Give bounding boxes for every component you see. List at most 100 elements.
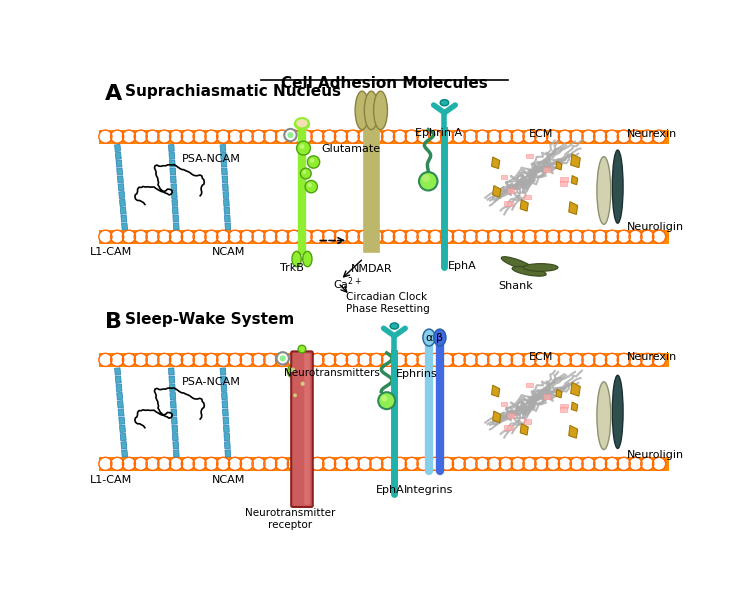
Circle shape xyxy=(264,130,277,143)
Circle shape xyxy=(582,230,595,243)
Circle shape xyxy=(311,230,324,243)
Polygon shape xyxy=(170,168,176,175)
Circle shape xyxy=(652,353,665,367)
Ellipse shape xyxy=(423,329,435,346)
Ellipse shape xyxy=(501,256,534,271)
Text: Neurotransmitter
receptor: Neurotransmitter receptor xyxy=(245,509,335,530)
Bar xyxy=(560,177,568,182)
Text: NMDAR: NMDAR xyxy=(350,264,392,274)
Polygon shape xyxy=(221,392,227,400)
Circle shape xyxy=(593,457,607,471)
Circle shape xyxy=(605,353,619,367)
Bar xyxy=(100,353,669,367)
Ellipse shape xyxy=(303,252,312,267)
Polygon shape xyxy=(171,409,177,416)
Circle shape xyxy=(346,230,359,243)
Circle shape xyxy=(298,345,306,353)
Circle shape xyxy=(264,353,277,367)
Polygon shape xyxy=(170,176,176,183)
Polygon shape xyxy=(169,376,175,383)
Circle shape xyxy=(605,130,619,143)
Circle shape xyxy=(334,457,347,471)
Circle shape xyxy=(110,130,124,143)
Polygon shape xyxy=(223,192,229,198)
Ellipse shape xyxy=(390,323,398,329)
Polygon shape xyxy=(169,368,174,375)
Circle shape xyxy=(293,394,297,397)
Circle shape xyxy=(287,130,301,143)
Circle shape xyxy=(301,382,305,386)
Polygon shape xyxy=(117,392,123,400)
Polygon shape xyxy=(571,154,580,168)
Circle shape xyxy=(512,353,524,367)
Ellipse shape xyxy=(597,382,610,450)
Circle shape xyxy=(193,230,206,243)
Circle shape xyxy=(122,230,136,243)
Text: TrkB: TrkB xyxy=(280,263,304,273)
Circle shape xyxy=(334,353,347,367)
Text: ECM: ECM xyxy=(529,352,553,362)
Circle shape xyxy=(640,457,654,471)
Circle shape xyxy=(229,353,242,367)
Polygon shape xyxy=(169,144,174,152)
Polygon shape xyxy=(572,402,578,411)
Text: Ephrins: Ephrins xyxy=(396,369,438,379)
Circle shape xyxy=(640,353,654,367)
Polygon shape xyxy=(121,215,127,222)
Circle shape xyxy=(440,457,454,471)
Bar xyxy=(100,130,669,143)
Polygon shape xyxy=(223,417,229,424)
Circle shape xyxy=(217,353,229,367)
Circle shape xyxy=(158,353,171,367)
Circle shape xyxy=(617,130,630,143)
Circle shape xyxy=(296,141,310,155)
Circle shape xyxy=(570,130,584,143)
Polygon shape xyxy=(223,184,228,191)
Polygon shape xyxy=(116,384,122,392)
Text: Integrins: Integrins xyxy=(404,485,453,495)
Circle shape xyxy=(393,230,406,243)
Circle shape xyxy=(440,230,454,243)
Circle shape xyxy=(452,353,465,367)
Polygon shape xyxy=(118,192,124,199)
Polygon shape xyxy=(493,411,501,422)
Text: Suprachiasmatic Nucleus: Suprachiasmatic Nucleus xyxy=(125,84,341,99)
Text: NCAM: NCAM xyxy=(211,247,244,258)
Polygon shape xyxy=(119,200,125,206)
Circle shape xyxy=(299,353,312,367)
Circle shape xyxy=(547,130,560,143)
Circle shape xyxy=(422,174,430,182)
Circle shape xyxy=(382,353,394,367)
Circle shape xyxy=(593,130,607,143)
Polygon shape xyxy=(224,433,230,441)
Text: NCAM: NCAM xyxy=(211,475,244,485)
Circle shape xyxy=(640,230,654,243)
Circle shape xyxy=(122,130,136,143)
Circle shape xyxy=(476,230,489,243)
Polygon shape xyxy=(173,223,179,230)
Circle shape xyxy=(122,457,136,471)
Circle shape xyxy=(523,230,536,243)
Polygon shape xyxy=(173,450,179,457)
Text: Glutamate: Glutamate xyxy=(321,144,380,154)
Circle shape xyxy=(535,130,548,143)
Text: Neuroligin: Neuroligin xyxy=(627,450,684,460)
Circle shape xyxy=(322,353,336,367)
Circle shape xyxy=(464,230,477,243)
Circle shape xyxy=(393,457,406,471)
Text: Shank: Shank xyxy=(498,282,532,291)
Circle shape xyxy=(558,130,572,143)
Polygon shape xyxy=(491,385,500,397)
Bar xyxy=(524,195,531,199)
Text: EphA: EphA xyxy=(448,261,477,271)
Polygon shape xyxy=(225,223,231,230)
Bar xyxy=(526,382,533,387)
Circle shape xyxy=(440,353,454,367)
Circle shape xyxy=(182,130,194,143)
Polygon shape xyxy=(172,433,178,441)
Circle shape xyxy=(419,172,437,190)
Circle shape xyxy=(170,230,182,243)
Circle shape xyxy=(252,130,265,143)
Circle shape xyxy=(382,130,394,143)
Circle shape xyxy=(280,355,286,362)
